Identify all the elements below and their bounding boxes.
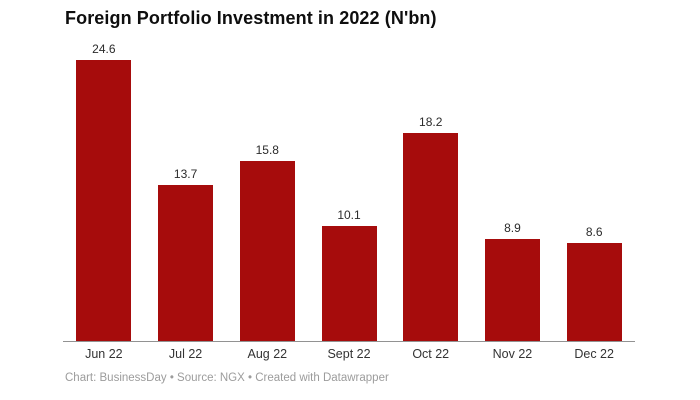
bar <box>76 60 132 341</box>
bar <box>239 160 295 341</box>
bar-column: 10.1 <box>308 207 390 341</box>
value-label: 8.9 <box>504 221 521 236</box>
bar <box>403 133 459 341</box>
x-axis-label: Aug 22 <box>247 347 288 361</box>
x-axis-label: Sept 22 <box>327 347 371 361</box>
bar-column: 18.2 <box>390 116 472 341</box>
bar <box>566 242 622 341</box>
bar-column: 13.7 <box>145 166 227 341</box>
x-axis-labels: Jun 22 Jul 22 Aug 22 Sept 22 Oct 22 Nov 22 Dec… <box>63 347 635 361</box>
value-label: 15.8 <box>255 142 279 157</box>
attribution-footer: Chart: BusinessDay • Source: NGX • Creat… <box>65 372 389 384</box>
chart-title: Foreign Portfolio Investment in 2022 (N'… <box>65 8 437 28</box>
bar <box>484 239 540 341</box>
bar-column: 24.6 <box>63 43 145 341</box>
value-label: 8.6 <box>585 224 603 239</box>
x-axis-label: Oct 22 <box>412 347 450 361</box>
bar-column: 15.8 <box>226 142 308 341</box>
x-axis-label: Jun 22 <box>85 347 123 361</box>
x-axis-label: Nov 22 <box>492 347 533 361</box>
value-label: 13.7 <box>173 166 198 181</box>
value-label: 18.2 <box>419 115 443 130</box>
x-axis-label: Jul 22 <box>168 347 203 361</box>
value-label: 24.6 <box>92 42 116 56</box>
x-axis-label: Dec 22 <box>574 347 614 361</box>
bar-column: 8.6 <box>553 224 635 341</box>
bar <box>158 184 214 341</box>
bar <box>321 225 377 341</box>
value-label: 10.1 <box>337 207 361 222</box>
plot-area: 24.6 13.7 15.8 10.1 18.2 8.9 8.6 <box>63 40 635 342</box>
bar-column: 8.9 <box>472 222 554 341</box>
